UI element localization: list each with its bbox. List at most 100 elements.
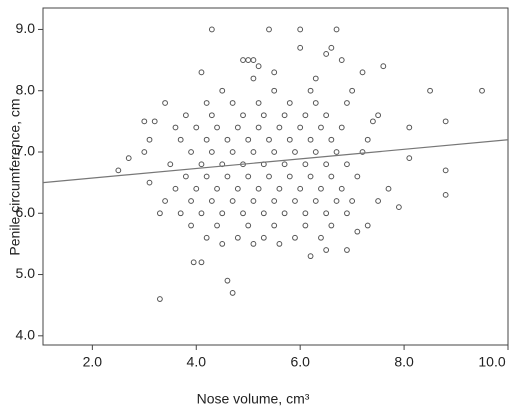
y-tick-label: 4.0	[16, 327, 36, 343]
point	[224, 173, 231, 180]
point	[208, 149, 215, 155]
point	[208, 198, 215, 204]
x-tick-label: 2.0	[83, 354, 103, 370]
y-tick-label: 9.0	[16, 20, 36, 36]
x-tick-label: 4.0	[187, 354, 207, 370]
point	[214, 185, 220, 192]
point	[375, 112, 382, 119]
point	[380, 63, 387, 70]
point	[229, 149, 236, 155]
point	[302, 112, 309, 119]
point	[162, 100, 168, 106]
point	[271, 87, 278, 94]
point	[203, 100, 210, 106]
point	[442, 167, 449, 174]
point	[260, 234, 267, 241]
point	[318, 185, 324, 192]
point	[328, 136, 335, 143]
point	[338, 57, 345, 63]
point	[234, 124, 241, 131]
point	[281, 112, 288, 119]
point	[292, 198, 298, 204]
point	[234, 185, 241, 192]
point	[182, 112, 189, 119]
point	[188, 222, 194, 229]
point	[271, 198, 278, 204]
point	[266, 26, 272, 33]
point	[328, 222, 335, 229]
point	[338, 124, 345, 131]
point	[286, 100, 293, 106]
point	[203, 173, 210, 180]
point	[297, 44, 304, 51]
point	[349, 87, 356, 94]
point	[359, 69, 366, 76]
point	[364, 136, 371, 143]
point	[323, 161, 330, 168]
point	[479, 87, 485, 94]
point	[318, 124, 324, 131]
point	[333, 149, 340, 155]
point	[260, 112, 267, 119]
point	[292, 149, 298, 155]
point	[370, 118, 376, 125]
point	[266, 173, 272, 180]
point	[307, 253, 314, 260]
point	[338, 185, 345, 192]
point	[151, 118, 158, 125]
point	[245, 57, 252, 63]
point	[198, 69, 205, 76]
point	[349, 198, 356, 204]
point	[271, 69, 278, 76]
point	[364, 222, 371, 229]
point	[188, 198, 194, 204]
point	[250, 149, 257, 155]
point	[271, 149, 278, 155]
point	[281, 210, 288, 217]
point	[307, 136, 314, 143]
point	[198, 161, 205, 168]
point	[219, 210, 226, 217]
point	[219, 241, 226, 247]
point	[395, 204, 402, 211]
point	[359, 149, 366, 155]
point	[344, 247, 350, 253]
point	[146, 136, 153, 143]
point	[141, 149, 148, 155]
point	[229, 290, 236, 296]
point	[281, 161, 288, 168]
point	[375, 198, 382, 204]
point	[318, 234, 324, 241]
point	[297, 26, 304, 33]
point	[245, 222, 252, 229]
x-tick-label: 6.0	[290, 354, 310, 370]
x-tick-label: 10.0	[478, 354, 505, 370]
point	[344, 210, 350, 217]
plot-frame	[42, 7, 509, 346]
point	[286, 173, 293, 180]
point	[208, 26, 215, 33]
point	[245, 136, 252, 143]
point	[323, 210, 330, 217]
point	[406, 124, 413, 131]
point	[240, 210, 246, 217]
point	[354, 173, 361, 180]
point	[234, 234, 241, 241]
point	[312, 75, 319, 82]
point	[385, 185, 392, 192]
y-tick-label: 5.0	[16, 265, 36, 281]
point	[156, 296, 163, 302]
point	[250, 241, 257, 247]
point	[245, 173, 252, 180]
point	[208, 112, 215, 119]
y-tick-label: 6.0	[16, 204, 36, 220]
point	[219, 87, 226, 94]
point	[323, 247, 330, 253]
point	[156, 210, 163, 217]
point	[177, 136, 184, 143]
point	[312, 149, 319, 155]
point	[193, 124, 200, 131]
point	[162, 198, 168, 204]
point	[354, 228, 361, 235]
